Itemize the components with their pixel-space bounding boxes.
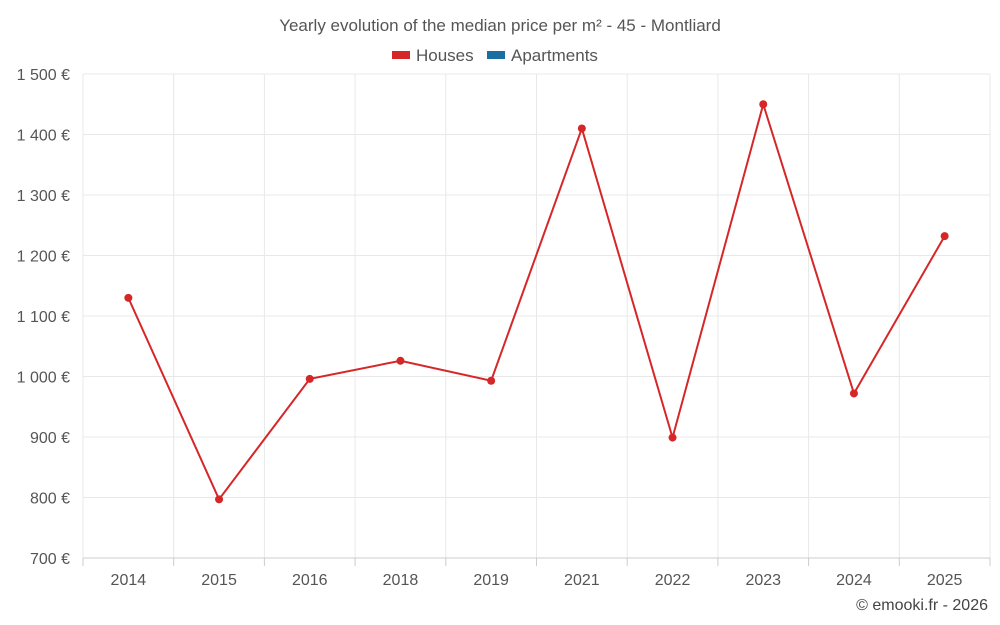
data-point-houses[interactable] <box>124 293 133 302</box>
x-axis-ticks: 2014 2015 2016 2018 2019 2021 2022 2023 2024 2025 <box>111 572 963 589</box>
legend-swatch-houses <box>392 51 410 59</box>
data-point-houses[interactable] <box>577 124 586 133</box>
x-tick-label: 2018 <box>383 572 419 589</box>
series-line-houses <box>127 100 946 502</box>
y-tick-label: 800 € <box>30 491 70 508</box>
legend-label-apartments: Apartments <box>511 46 598 65</box>
x-tick-label: 2021 <box>564 572 600 589</box>
data-point-houses[interactable] <box>305 374 314 383</box>
axes <box>82 557 991 566</box>
data-point-houses[interactable] <box>396 356 405 365</box>
x-tick-label: 2015 <box>201 572 237 589</box>
x-tick-label: 2024 <box>836 572 872 589</box>
y-tick-label: 900 € <box>30 430 70 447</box>
series <box>124 100 949 504</box>
legend-item-houses[interactable]: Houses <box>392 46 474 65</box>
data-point-houses[interactable] <box>668 433 677 442</box>
x-tick-label: 2019 <box>473 572 509 589</box>
legend: Houses Apartments <box>392 46 598 65</box>
legend-label-houses: Houses <box>416 46 474 65</box>
x-tick-label: 2014 <box>111 572 147 589</box>
x-tick-label: 2025 <box>927 572 963 589</box>
legend-swatch-apartments <box>487 51 505 59</box>
data-point-houses[interactable] <box>940 232 949 241</box>
data-point-houses[interactable] <box>215 495 224 504</box>
y-axis-ticks: 700 € 800 € 900 € 1 000 € 1 100 € 1 200 € 1 30… <box>17 67 70 568</box>
x-tick-label: 2023 <box>745 572 781 589</box>
y-tick-label: 700 € <box>30 551 70 568</box>
data-point-houses[interactable] <box>759 100 768 109</box>
y-tick-label: 1 300 € <box>17 188 70 205</box>
y-tick-label: 1 500 € <box>17 67 70 84</box>
chart-title: Yearly evolution of the median price per… <box>279 16 721 35</box>
legend-item-apartments[interactable]: Apartments <box>487 46 598 65</box>
x-tick-label: 2022 <box>655 572 691 589</box>
y-tick-label: 1 200 € <box>17 249 70 266</box>
y-tick-label: 1 100 € <box>17 309 70 326</box>
y-tick-label: 1 000 € <box>17 370 70 387</box>
x-tick-label: 2016 <box>292 572 328 589</box>
credit-text: © emooki.fr - 2026 <box>856 597 988 614</box>
data-point-houses[interactable] <box>849 389 858 398</box>
grid <box>82 73 991 558</box>
data-point-houses[interactable] <box>487 376 496 385</box>
y-tick-label: 1 400 € <box>17 128 70 145</box>
